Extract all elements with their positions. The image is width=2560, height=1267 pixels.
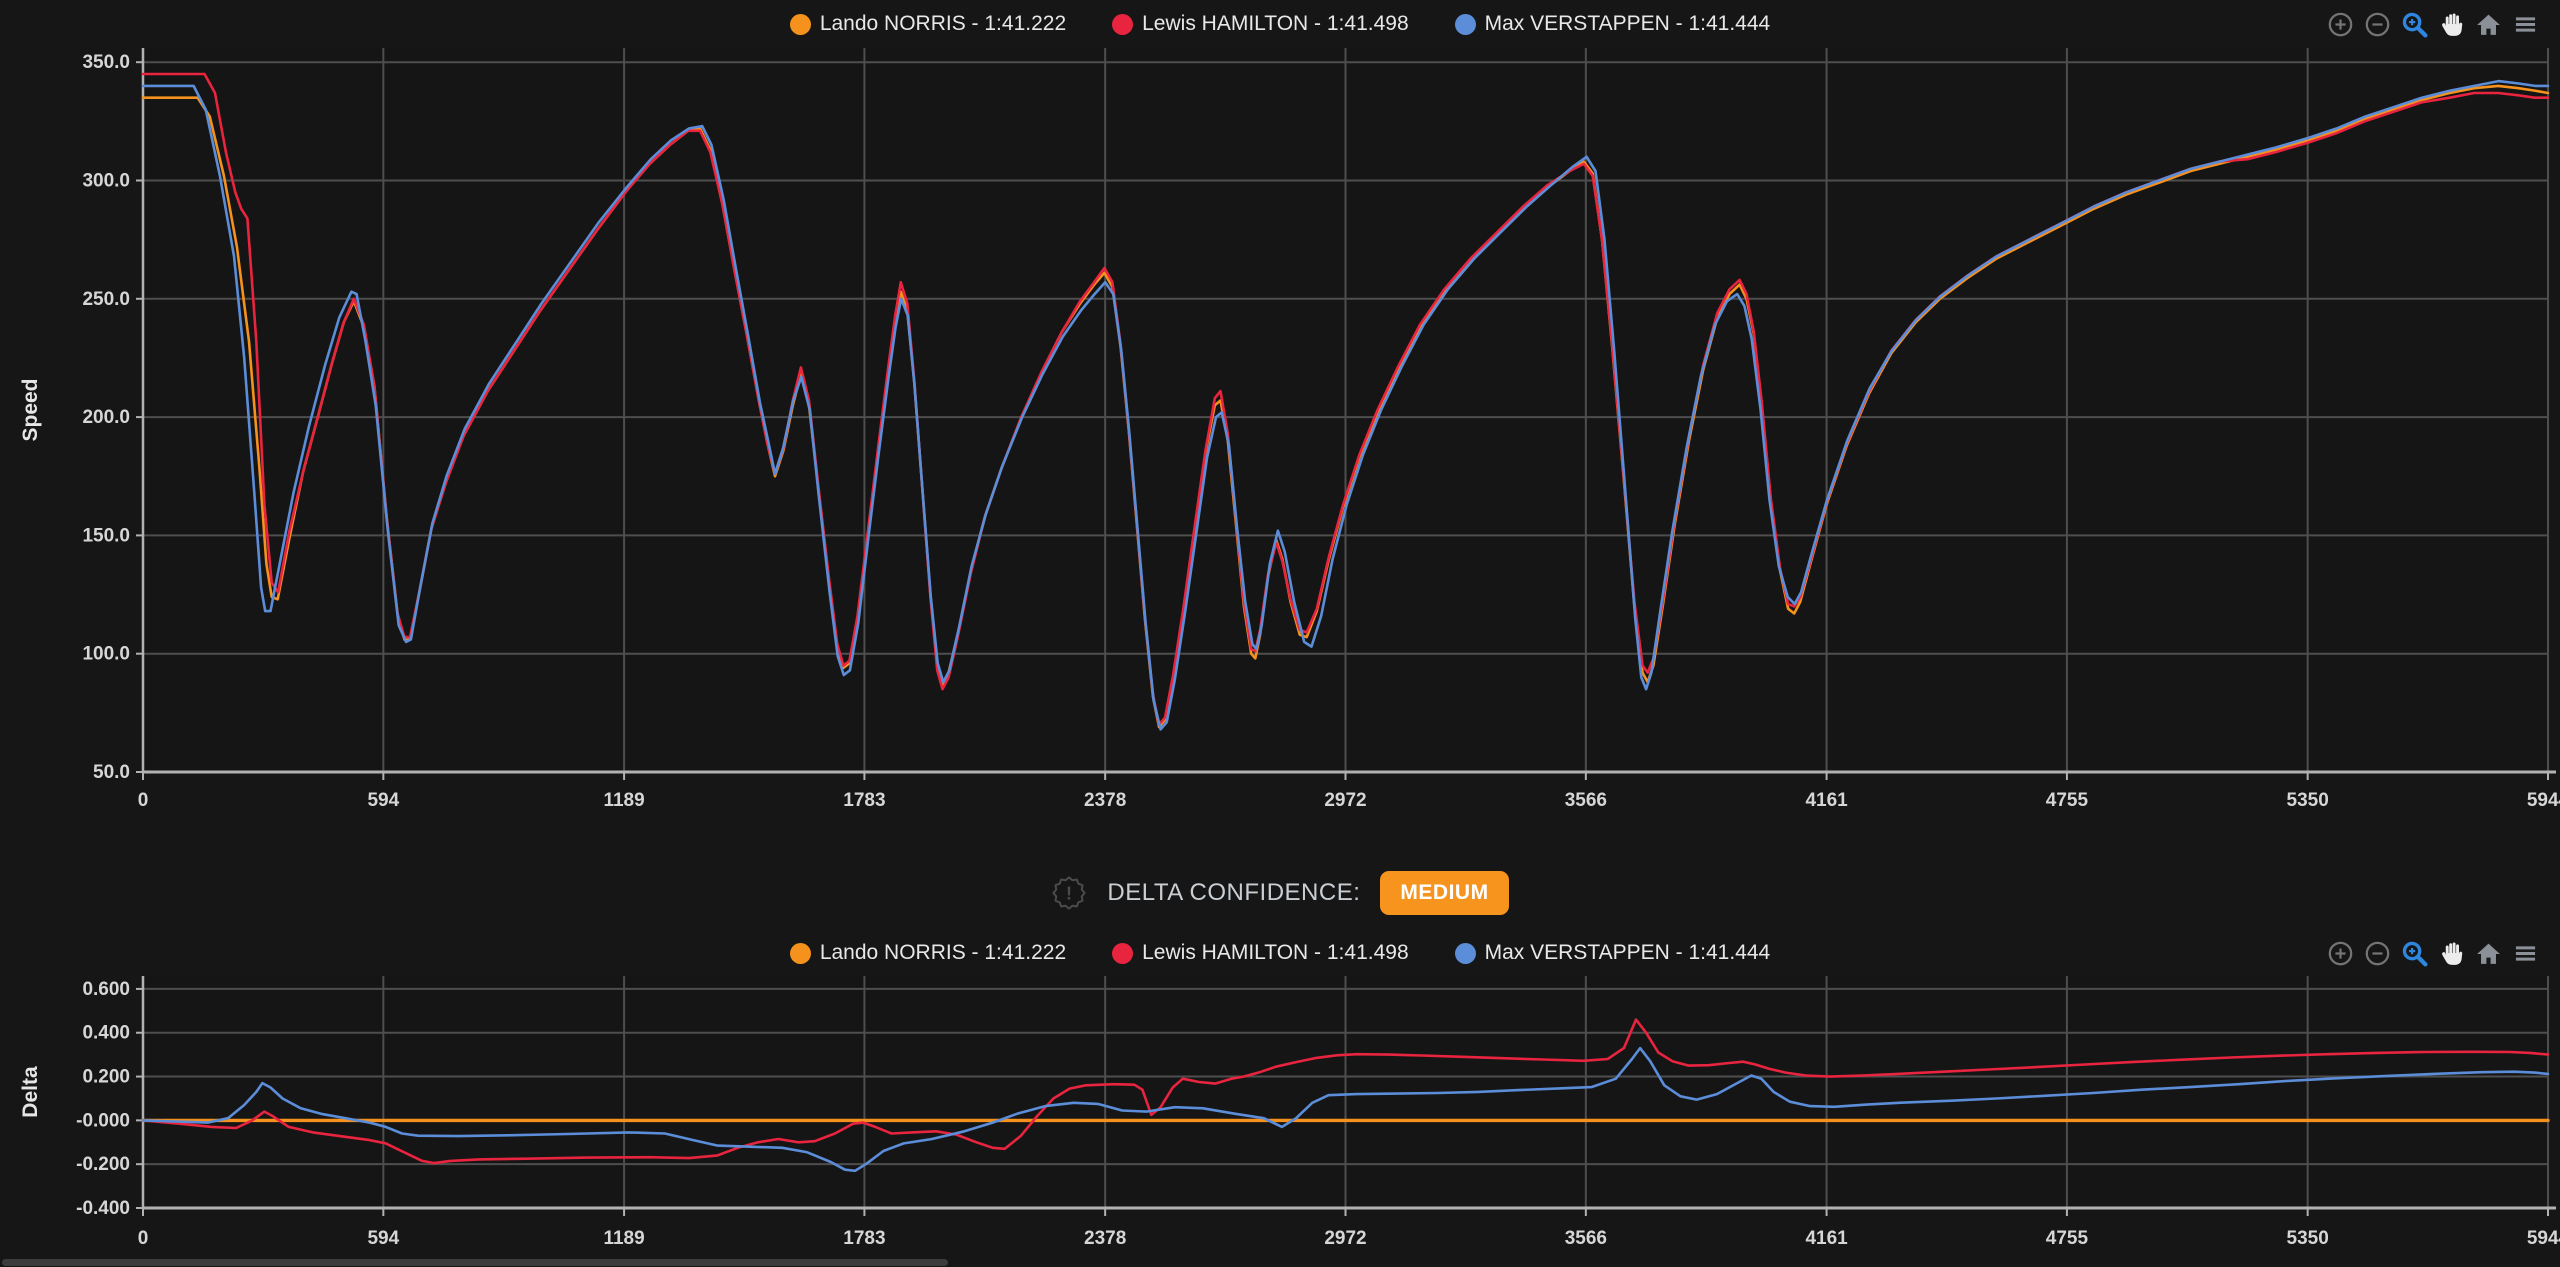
x-tick-label: 2972: [1324, 790, 1366, 811]
delta-chart[interactable]: 0 594 1189 1783 2378 2972 3566 4161 4755 5350 5944…: [19, 976, 2560, 1249]
horizontal-scrollbar[interactable]: [2, 1259, 948, 1266]
x-tick-label: 3566: [1565, 790, 1607, 811]
svg-text:!: !: [1066, 884, 1072, 904]
y-tick-label: -0.000: [76, 1110, 130, 1131]
x-tick-label: 4755: [2046, 1228, 2089, 1249]
box-zoom-button[interactable]: [2400, 939, 2429, 968]
legend-item-lando-norris[interactable]: Lando NORRIS - 1:41.222: [789, 941, 1067, 965]
alert-seal-icon: !: [1052, 876, 1087, 910]
x-tick-label: 1783: [843, 1228, 885, 1249]
trace-max-verstappen: [141, 1046, 2550, 1173]
speed-axis-title: Speed: [19, 378, 42, 441]
x-tick-label: 5350: [2287, 1228, 2329, 1249]
legend-color-dot: [1454, 13, 1476, 35]
x-tick-label: 594: [367, 1228, 399, 1249]
legend-item-label: Max VERSTAPPEN - 1:41.444: [1484, 941, 1771, 964]
y-tick-label: -0.200: [76, 1154, 130, 1175]
x-tick-label: 4755: [2046, 790, 2089, 811]
y-tick-label: 50.0: [93, 762, 130, 783]
delta-modebar: [2326, 936, 2540, 970]
home-reset-button[interactable]: [2474, 939, 2503, 968]
delta-legend: Lando NORRIS - 1:41.222 Lewis HAMILTON - …: [0, 936, 2560, 970]
zoom-in-button[interactable]: [2326, 10, 2355, 39]
legend-item-lewis-hamilton[interactable]: Lewis HAMILTON - 1:41.498: [1112, 12, 1409, 36]
y-tick-label: 100.0: [82, 644, 130, 665]
x-tick-label: 0: [138, 790, 149, 811]
pan-hand-button[interactable]: [2437, 10, 2466, 39]
legend-color-dot: [1112, 13, 1134, 35]
delta-confidence-row: ! DELTA CONFIDENCE: MEDIUM: [0, 869, 2560, 917]
legend-item-label: Lewis HAMILTON - 1:41.498: [1142, 941, 1409, 964]
speed-chart[interactable]: 0 594 1189 1783 2378 2972 3566 4161 4755 5350 5944…: [19, 48, 2560, 811]
delta-confidence-badge[interactable]: MEDIUM: [1380, 871, 1509, 915]
y-tick-label: 150.0: [82, 525, 130, 546]
x-tick-label: 1189: [603, 790, 644, 811]
x-tick-label: 3566: [1565, 1228, 1607, 1249]
legend-color-dot: [1454, 942, 1476, 964]
menu-button[interactable]: [2511, 10, 2540, 39]
zoom-out-button[interactable]: [2363, 10, 2392, 39]
trace-max-verstappen: [141, 79, 2550, 731]
y-tick-label: 250.0: [82, 289, 130, 310]
x-tick-label: 4161: [1805, 1228, 1848, 1249]
box-zoom-button[interactable]: [2400, 10, 2429, 39]
legend-item-max-verstappen[interactable]: Max VERSTAPPEN - 1:41.444: [1454, 12, 1771, 36]
trace-lewis-hamilton: [141, 1018, 2550, 1165]
y-tick-label: 0.600: [82, 979, 130, 1000]
speed-legend: Lando NORRIS - 1:41.222 Lewis HAMILTON - …: [0, 7, 2560, 41]
legend-color-dot: [789, 942, 811, 964]
y-tick-label: 350.0: [82, 52, 130, 73]
speed-modebar: [2326, 7, 2540, 41]
y-tick-label: -0.400: [76, 1198, 130, 1219]
menu-button[interactable]: [2511, 939, 2540, 968]
legend-item-lando-norris[interactable]: Lando NORRIS - 1:41.222: [789, 12, 1067, 36]
x-tick-label: 4161: [1805, 790, 1848, 811]
y-tick-label: 0.400: [82, 1023, 130, 1044]
zoom-in-button[interactable]: [2326, 939, 2355, 968]
legend-color-dot: [789, 13, 811, 35]
y-tick-label: 300.0: [82, 170, 130, 191]
x-tick-label: 5350: [2287, 790, 2329, 811]
legend-item-label: Lewis HAMILTON - 1:41.498: [1142, 12, 1409, 35]
x-tick-label: 1189: [603, 1228, 644, 1249]
x-tick-label: 2378: [1084, 790, 1126, 811]
y-tick-label: 0.200: [82, 1067, 130, 1088]
pan-hand-button[interactable]: [2437, 939, 2466, 968]
legend-item-label: Max VERSTAPPEN - 1:41.444: [1484, 12, 1771, 35]
x-tick-label: 2972: [1324, 1228, 1366, 1249]
home-reset-button[interactable]: [2474, 10, 2503, 39]
legend-item-max-verstappen[interactable]: Max VERSTAPPEN - 1:41.444: [1454, 941, 1771, 965]
delta-confidence-label: DELTA CONFIDENCE:: [1107, 879, 1361, 906]
x-tick-label: 5944: [2527, 790, 2560, 811]
x-tick-label: 1783: [843, 790, 885, 811]
delta-axis-title: Delta: [19, 1066, 42, 1118]
legend-color-dot: [1112, 942, 1134, 964]
legend-item-label: Lando NORRIS - 1:41.222: [819, 941, 1067, 964]
y-tick-label: 200.0: [82, 407, 130, 428]
x-tick-label: 5944: [2527, 1228, 2560, 1249]
x-tick-label: 594: [367, 790, 399, 811]
legend-item-label: Lando NORRIS - 1:41.222: [819, 12, 1067, 35]
legend-item-lewis-hamilton[interactable]: Lewis HAMILTON - 1:41.498: [1112, 941, 1409, 965]
x-tick-label: 0: [138, 1228, 149, 1249]
zoom-out-button[interactable]: [2363, 939, 2392, 968]
x-tick-label: 2378: [1084, 1228, 1126, 1249]
